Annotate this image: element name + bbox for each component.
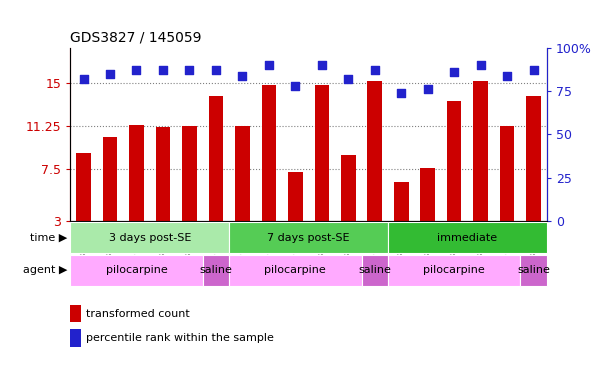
Bar bbox=[388, 222, 547, 253]
Bar bbox=[76, 153, 91, 221]
Point bbox=[476, 62, 486, 68]
Text: saline: saline bbox=[199, 265, 232, 275]
Text: immediate: immediate bbox=[437, 233, 497, 243]
Point bbox=[397, 90, 406, 96]
Text: 7 days post-SE: 7 days post-SE bbox=[267, 233, 350, 243]
Point bbox=[185, 67, 194, 73]
Bar bbox=[367, 81, 382, 221]
Bar bbox=[229, 222, 388, 253]
Point bbox=[370, 67, 379, 73]
Text: pilocarpine: pilocarpine bbox=[423, 265, 485, 275]
Bar bbox=[182, 126, 197, 221]
Point bbox=[238, 73, 247, 79]
Bar bbox=[315, 85, 329, 221]
Bar bbox=[388, 255, 521, 286]
Text: saline: saline bbox=[517, 265, 550, 275]
Bar bbox=[156, 127, 170, 221]
Point bbox=[211, 67, 221, 73]
Text: 3 days post-SE: 3 days post-SE bbox=[109, 233, 191, 243]
Bar bbox=[420, 168, 435, 221]
Point bbox=[449, 69, 459, 75]
Bar bbox=[203, 255, 229, 286]
Bar bbox=[447, 101, 461, 221]
Text: transformed count: transformed count bbox=[86, 309, 190, 319]
Text: saline: saline bbox=[358, 265, 391, 275]
Text: GDS3827 / 145059: GDS3827 / 145059 bbox=[70, 30, 202, 44]
Point bbox=[131, 67, 141, 73]
Bar bbox=[500, 126, 514, 221]
Point bbox=[79, 76, 89, 82]
Bar bbox=[394, 182, 409, 221]
Text: pilocarpine: pilocarpine bbox=[106, 265, 167, 275]
Point bbox=[423, 86, 433, 93]
Point bbox=[343, 76, 353, 82]
Text: agent ▶: agent ▶ bbox=[23, 265, 67, 275]
Text: pilocarpine: pilocarpine bbox=[265, 265, 326, 275]
Bar bbox=[474, 81, 488, 221]
Bar bbox=[129, 125, 144, 221]
Bar bbox=[229, 255, 362, 286]
Bar bbox=[526, 96, 541, 221]
Bar bbox=[208, 96, 223, 221]
Text: percentile rank within the sample: percentile rank within the sample bbox=[86, 333, 274, 343]
Bar bbox=[341, 155, 356, 221]
Bar bbox=[288, 172, 302, 221]
Point bbox=[105, 71, 115, 77]
Bar bbox=[521, 255, 547, 286]
Bar bbox=[362, 255, 388, 286]
Point bbox=[317, 62, 327, 68]
Point bbox=[158, 67, 168, 73]
Point bbox=[264, 62, 274, 68]
Text: time ▶: time ▶ bbox=[30, 233, 67, 243]
Bar bbox=[235, 126, 250, 221]
Bar bbox=[262, 85, 276, 221]
Point bbox=[502, 73, 512, 79]
Point bbox=[290, 83, 300, 89]
Bar bbox=[103, 137, 117, 221]
Point bbox=[529, 67, 538, 73]
Bar bbox=[70, 222, 229, 253]
Bar bbox=[70, 255, 203, 286]
